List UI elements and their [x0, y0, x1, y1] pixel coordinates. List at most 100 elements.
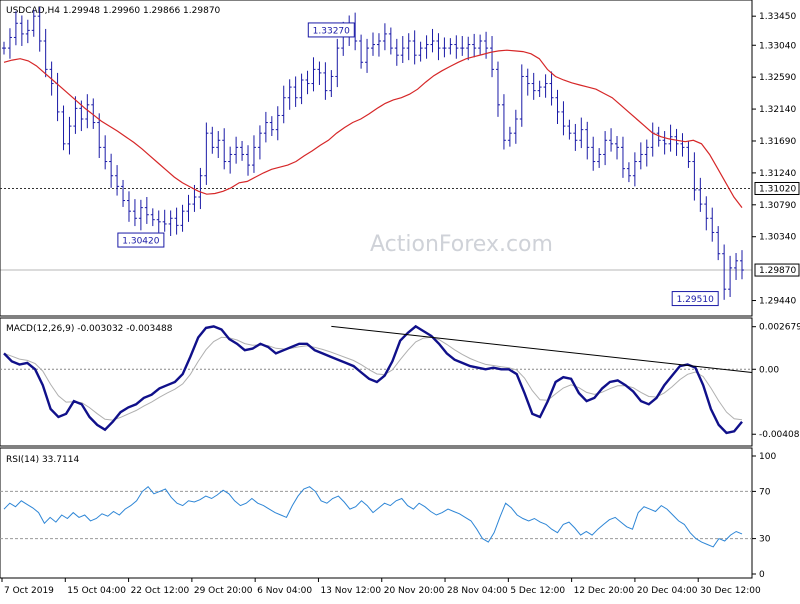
- rsi-layer: [0, 485, 752, 548]
- price-panel[interactable]: [0, 0, 753, 317]
- price-bar: [317, 61, 322, 85]
- price-bar: [43, 28, 48, 78]
- price-bar: [85, 94, 90, 129]
- price-annotation-label: 1.29510: [677, 295, 714, 305]
- rsi-tick-label: 70: [759, 487, 771, 497]
- rsi-title: RSI(14) 33.7114: [6, 455, 79, 465]
- price-bar: [73, 96, 78, 134]
- price-bar: [269, 116, 274, 137]
- price-annotation-box: [117, 232, 165, 248]
- x-tick-label: 28 Nov 04:00: [447, 586, 508, 596]
- price-bar: [174, 207, 179, 235]
- price-bar: [656, 126, 661, 147]
- rsi-panel[interactable]: [0, 447, 753, 579]
- price-bar: [674, 128, 679, 156]
- price-bar: [305, 70, 310, 95]
- price-bar: [216, 131, 221, 158]
- price-bar: [406, 33, 411, 61]
- price-bar: [257, 125, 262, 160]
- price-bar: [275, 106, 280, 141]
- price-bar: [543, 74, 548, 98]
- price-bar: [115, 165, 120, 196]
- price-bar: [144, 197, 149, 224]
- price-bar: [573, 123, 578, 151]
- x-tick-label: 5 Dec 12:00: [510, 586, 565, 596]
- moving-average-line: [3, 49, 743, 208]
- x-tick-label: 13 Nov 12:00: [320, 586, 381, 596]
- price-bar: [412, 30, 417, 65]
- price-bar: [734, 253, 739, 280]
- price-bar: [7, 28, 12, 59]
- price-bar: [222, 128, 227, 170]
- macd-tick-label: 0.00: [759, 365, 779, 375]
- price-bar: [121, 179, 126, 207]
- x-tick-label: 15 Oct 04:00: [67, 586, 126, 596]
- price-bar: [359, 34, 364, 69]
- axis-layer: 1.33450 1.33040 1.32590 1.32140 1.31690 1.312…: [1, 12, 800, 596]
- price-bar: [472, 33, 477, 58]
- price-bar: [478, 34, 483, 55]
- x-tick-label: 29 Oct 20:00: [194, 586, 253, 596]
- price-annotation-label: 1.33270: [313, 26, 350, 36]
- price-level-tag-label: 1.29870: [759, 266, 796, 276]
- price-bar: [198, 167, 203, 210]
- price-bar: [25, 19, 30, 44]
- price-title: USDCAD,H4 1.29948 1.29960 1.29866 1.2987…: [6, 6, 221, 16]
- price-bar: [186, 194, 191, 222]
- price-tick-label: 1.29440: [759, 297, 796, 307]
- price-bar: [430, 28, 435, 53]
- price-bar: [436, 33, 441, 61]
- price-bar: [329, 70, 334, 98]
- price-bar: [686, 140, 691, 168]
- price-bar: [37, 6, 42, 52]
- rsi-tick-label: 30: [759, 535, 771, 545]
- price-bar: [376, 33, 381, 57]
- price-bar: [698, 177, 703, 212]
- price-bar: [460, 36, 465, 56]
- price-bar: [728, 255, 733, 297]
- price-bar: [91, 98, 96, 129]
- price-bar: [490, 36, 495, 78]
- price-bar: [418, 41, 423, 62]
- price-annotation-label: 1.30420: [122, 237, 159, 247]
- price-bar: [400, 36, 405, 63]
- price-bar: [549, 71, 554, 106]
- price-bar: [638, 142, 643, 170]
- x-tick-label: 30 Dec 12:00: [700, 586, 761, 596]
- price-level-tag: 1.29870: [754, 263, 800, 277]
- price-tick-label: 1.33450: [759, 12, 796, 22]
- price-bar: [442, 37, 447, 58]
- price-bar: [579, 117, 584, 149]
- price-bar: [716, 226, 721, 261]
- price-bar: [97, 113, 102, 158]
- price-bar: [495, 61, 500, 117]
- price-bar: [13, 11, 18, 46]
- price-bar: [609, 128, 614, 152]
- price-annotation: 1.30420: [117, 232, 165, 248]
- price-bar: [513, 109, 518, 144]
- price-bar: [668, 124, 673, 152]
- macd-signal-line: [3, 336, 743, 421]
- watermark: ActionForex.com: [370, 232, 553, 257]
- price-bar: [150, 208, 155, 227]
- price-annotation: 1.33270: [307, 22, 355, 38]
- price-bar: [662, 131, 667, 155]
- price-bar: [632, 152, 637, 187]
- price-tick-label: 1.33040: [759, 41, 796, 51]
- price-bar: [519, 64, 524, 127]
- price-bar: [585, 121, 590, 160]
- macd-tick-label: -0.004086: [759, 430, 800, 440]
- rsi-tick-label: 0: [759, 570, 765, 580]
- price-bar: [293, 76, 298, 107]
- price-bar: [501, 94, 506, 150]
- price-bar: [204, 122, 209, 185]
- price-bar: [591, 136, 596, 171]
- price-bar: [246, 145, 251, 176]
- price-bar: [567, 119, 572, 140]
- price-bar: [263, 111, 268, 143]
- price-bar: [287, 79, 292, 110]
- price-level-tag-box: [754, 181, 800, 195]
- rsi-line: [3, 485, 743, 548]
